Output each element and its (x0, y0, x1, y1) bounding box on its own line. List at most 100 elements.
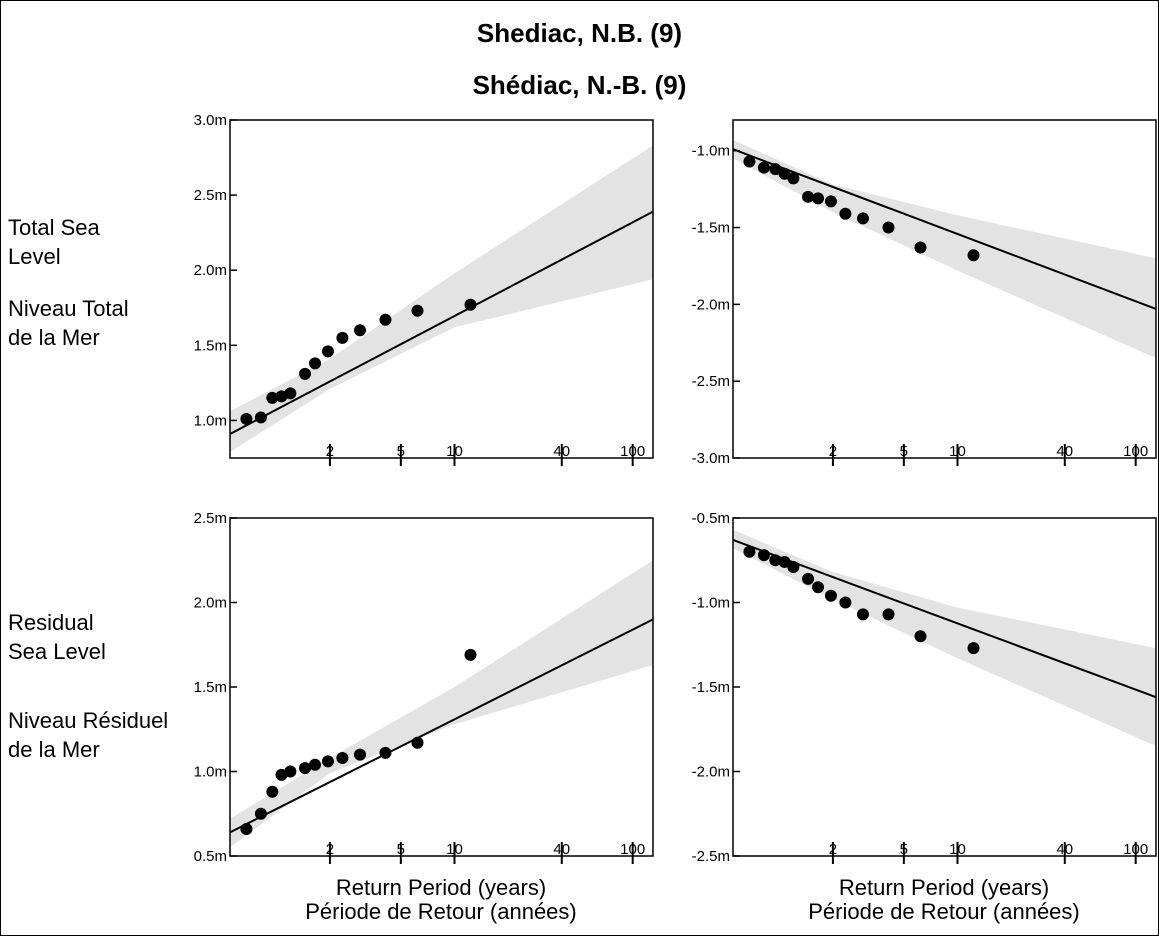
data-point (321, 345, 334, 358)
y-tick-label: -0.5m (692, 510, 730, 527)
y-tick-label: 2.5m (194, 187, 227, 204)
row-label-residual-fr: Niveau Résiduel de la Mer (8, 706, 168, 764)
confidence-band (230, 145, 653, 452)
data-point (743, 545, 756, 558)
panel-plot-area (733, 140, 1156, 359)
panel-total-sea-level-low: -3.0m -2.5m -2.0m -1.5m -1.0m 2 5 10 40 100 (692, 119, 1157, 467)
data-point (411, 736, 424, 749)
data-point (802, 572, 815, 585)
data-point (240, 412, 253, 425)
axes-frame (229, 119, 654, 459)
data-point (379, 313, 392, 326)
y-tick-label: 0.5m (194, 848, 227, 865)
panel-residual-sea-level-low: -2.5m -2.0m -1.5m -1.0m -0.5m 2 5 10 40 100 (692, 510, 1157, 865)
data-point (299, 367, 312, 380)
x-tick-label: 100 (1123, 443, 1148, 460)
data-point (464, 648, 477, 661)
panel-plot-area (733, 529, 1156, 747)
x-tick-label: 10 (949, 841, 966, 858)
data-point (812, 581, 825, 594)
y-tick-label: -1.5m (692, 220, 730, 237)
data-point (284, 387, 297, 400)
data-point (769, 163, 782, 176)
data-point (411, 304, 424, 317)
fit-line (733, 148, 1156, 310)
y-tick-label: 1.0m (194, 764, 227, 781)
axes-frame (229, 517, 654, 857)
x-tick-label: 5 (397, 841, 405, 858)
y-tick-label: 1.5m (194, 679, 227, 696)
x-tick-label: 40 (553, 443, 570, 460)
data-point (336, 331, 349, 344)
data-point (379, 746, 392, 759)
y-tick-label: -2.5m (692, 848, 730, 865)
y-tick-label: 2.0m (194, 262, 227, 279)
data-point (882, 608, 895, 621)
x-axis-label-fr: Période de Retour (années) (808, 899, 1080, 924)
y-tick-label: -2.5m (692, 373, 730, 390)
row-label-total-en: Total Sea Level (8, 213, 100, 271)
x-tick-label: 2 (326, 443, 334, 460)
data-point (914, 630, 927, 643)
x-tick-label: 5 (397, 443, 405, 460)
data-point (839, 596, 852, 609)
axes-frame (732, 119, 1157, 459)
confidence-band (733, 140, 1156, 359)
data-point (802, 190, 815, 203)
x-axis-label-left: Return Period (years) Période de Retour … (230, 876, 652, 924)
data-point (266, 391, 279, 404)
y-tick-label: -2.0m (692, 764, 730, 781)
data-point (856, 608, 869, 621)
data-point (757, 549, 770, 562)
confidence-band (230, 560, 653, 848)
data-point (914, 241, 927, 254)
y-tick-label: -3.0m (692, 450, 730, 467)
x-tick-label: 40 (1056, 443, 1073, 460)
data-point (778, 555, 791, 568)
x-tick-label: 100 (620, 841, 645, 858)
x-tick-label: 40 (553, 841, 570, 858)
data-point (240, 822, 253, 835)
data-point (787, 561, 800, 574)
x-tick-label: 2 (829, 841, 837, 858)
row-label-line: de la Mer (8, 325, 100, 350)
panel-residual-sea-level-high: 0.5m 1.0m 1.5m 2.0m 2.5m 2 5 10 40 100 (194, 510, 654, 865)
fit-line (733, 539, 1156, 699)
x-tick-label: 100 (620, 443, 645, 460)
row-label-line: de la Mer (8, 737, 100, 762)
x-tick-label: 10 (446, 443, 463, 460)
row-label-line: Sea Level (8, 639, 106, 664)
x-axis-label-fr: Période de Retour (années) (305, 899, 577, 924)
panel-total-sea-level-high: 1.0m 1.5m 2.0m 2.5m 3.0m 2 5 10 40 100 (194, 112, 654, 466)
x-tick-label: 10 (446, 841, 463, 858)
x-axis-label-en: Return Period (years) (838, 875, 1050, 900)
data-point (309, 758, 322, 771)
data-point (856, 212, 869, 225)
x-tick-label: 5 (900, 841, 908, 858)
confidence-band (733, 529, 1156, 747)
data-point (967, 249, 980, 262)
y-tick-label: 2.0m (194, 595, 227, 612)
data-point (309, 357, 322, 370)
data-point (824, 195, 837, 208)
row-label-total-fr: Niveau Total de la Mer (8, 294, 129, 352)
y-tick-label: -1.5m (692, 679, 730, 696)
y-tick-label: -1.0m (692, 595, 730, 612)
row-label-line: Residual (8, 610, 94, 635)
fit-line (230, 618, 653, 834)
data-point (284, 765, 297, 778)
data-point (464, 298, 477, 311)
data-point (353, 748, 366, 761)
data-point (254, 807, 267, 820)
chart-title-en: Shediac, N.B. (9) (476, 18, 683, 48)
row-label-residual-en: Residual Sea Level (8, 608, 106, 666)
y-tick-label: 3.0m (194, 112, 227, 129)
x-tick-label: 2 (326, 841, 334, 858)
x-tick-label: 2 (829, 443, 837, 460)
row-label-line: Niveau Total (8, 296, 129, 321)
x-tick-label: 5 (900, 443, 908, 460)
data-point (743, 155, 756, 168)
data-point (824, 589, 837, 602)
y-tick-label: 2.5m (194, 510, 227, 527)
